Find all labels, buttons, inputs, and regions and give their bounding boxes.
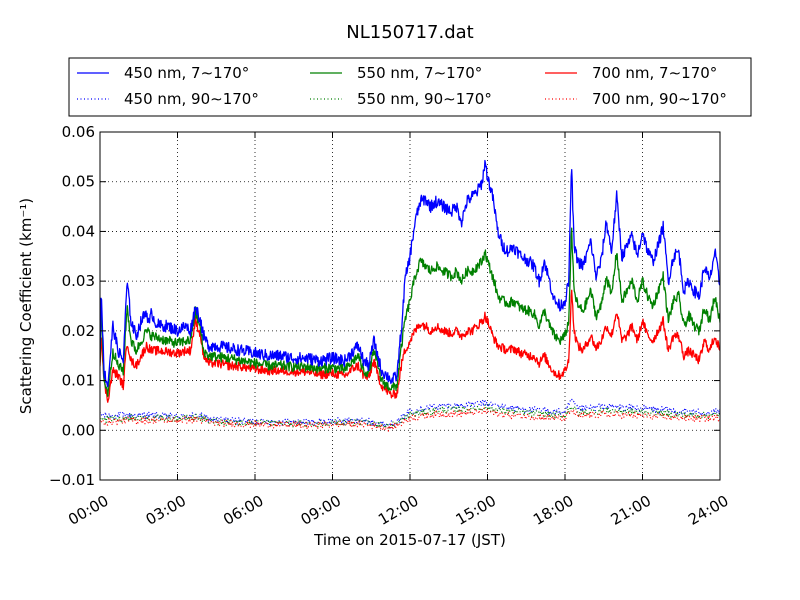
series-line-1 <box>100 398 720 429</box>
y-tick-label: 0.04 <box>62 222 95 240</box>
series-line-2 <box>100 227 720 397</box>
legend-entry-label: 550 nm, 90∼170° <box>357 90 492 108</box>
series-line-0 <box>100 159 720 388</box>
grid <box>100 132 720 480</box>
y-tick-label: 0.00 <box>62 421 95 439</box>
legend-entry-label: 700 nm, 90∼170° <box>592 90 727 108</box>
legend-entry-label: 450 nm, 7∼170° <box>124 64 249 82</box>
legend-entry-label: 550 nm, 7∼170° <box>357 64 482 82</box>
y-tick-label: 0.06 <box>62 123 95 141</box>
y-tick-label: 0.02 <box>62 322 95 340</box>
y-axis-label: Scattering Coefficient (km⁻¹) <box>17 198 35 414</box>
legend-entry-label: 700 nm, 7∼170° <box>592 64 717 82</box>
series-layer <box>100 159 720 432</box>
chart-title: NL150717.dat <box>346 22 473 43</box>
series-line-5 <box>100 407 720 432</box>
plot-area <box>100 132 720 480</box>
legend: 450 nm, 7∼170° 550 nm, 7∼170° 700 nm, 7∼17… <box>68 57 752 117</box>
legend-frame <box>68 57 752 117</box>
y-tick-label: 0.05 <box>62 173 95 191</box>
y-tick-label: 0.01 <box>62 372 95 390</box>
x-axis-label: Time on 2015-07-17 (JST) <box>313 531 506 549</box>
y-tick-label: −0.01 <box>49 471 95 489</box>
legend-entry-label: 450 nm, 90∼170° <box>124 90 259 108</box>
y-tick-label: 0.03 <box>62 272 95 290</box>
